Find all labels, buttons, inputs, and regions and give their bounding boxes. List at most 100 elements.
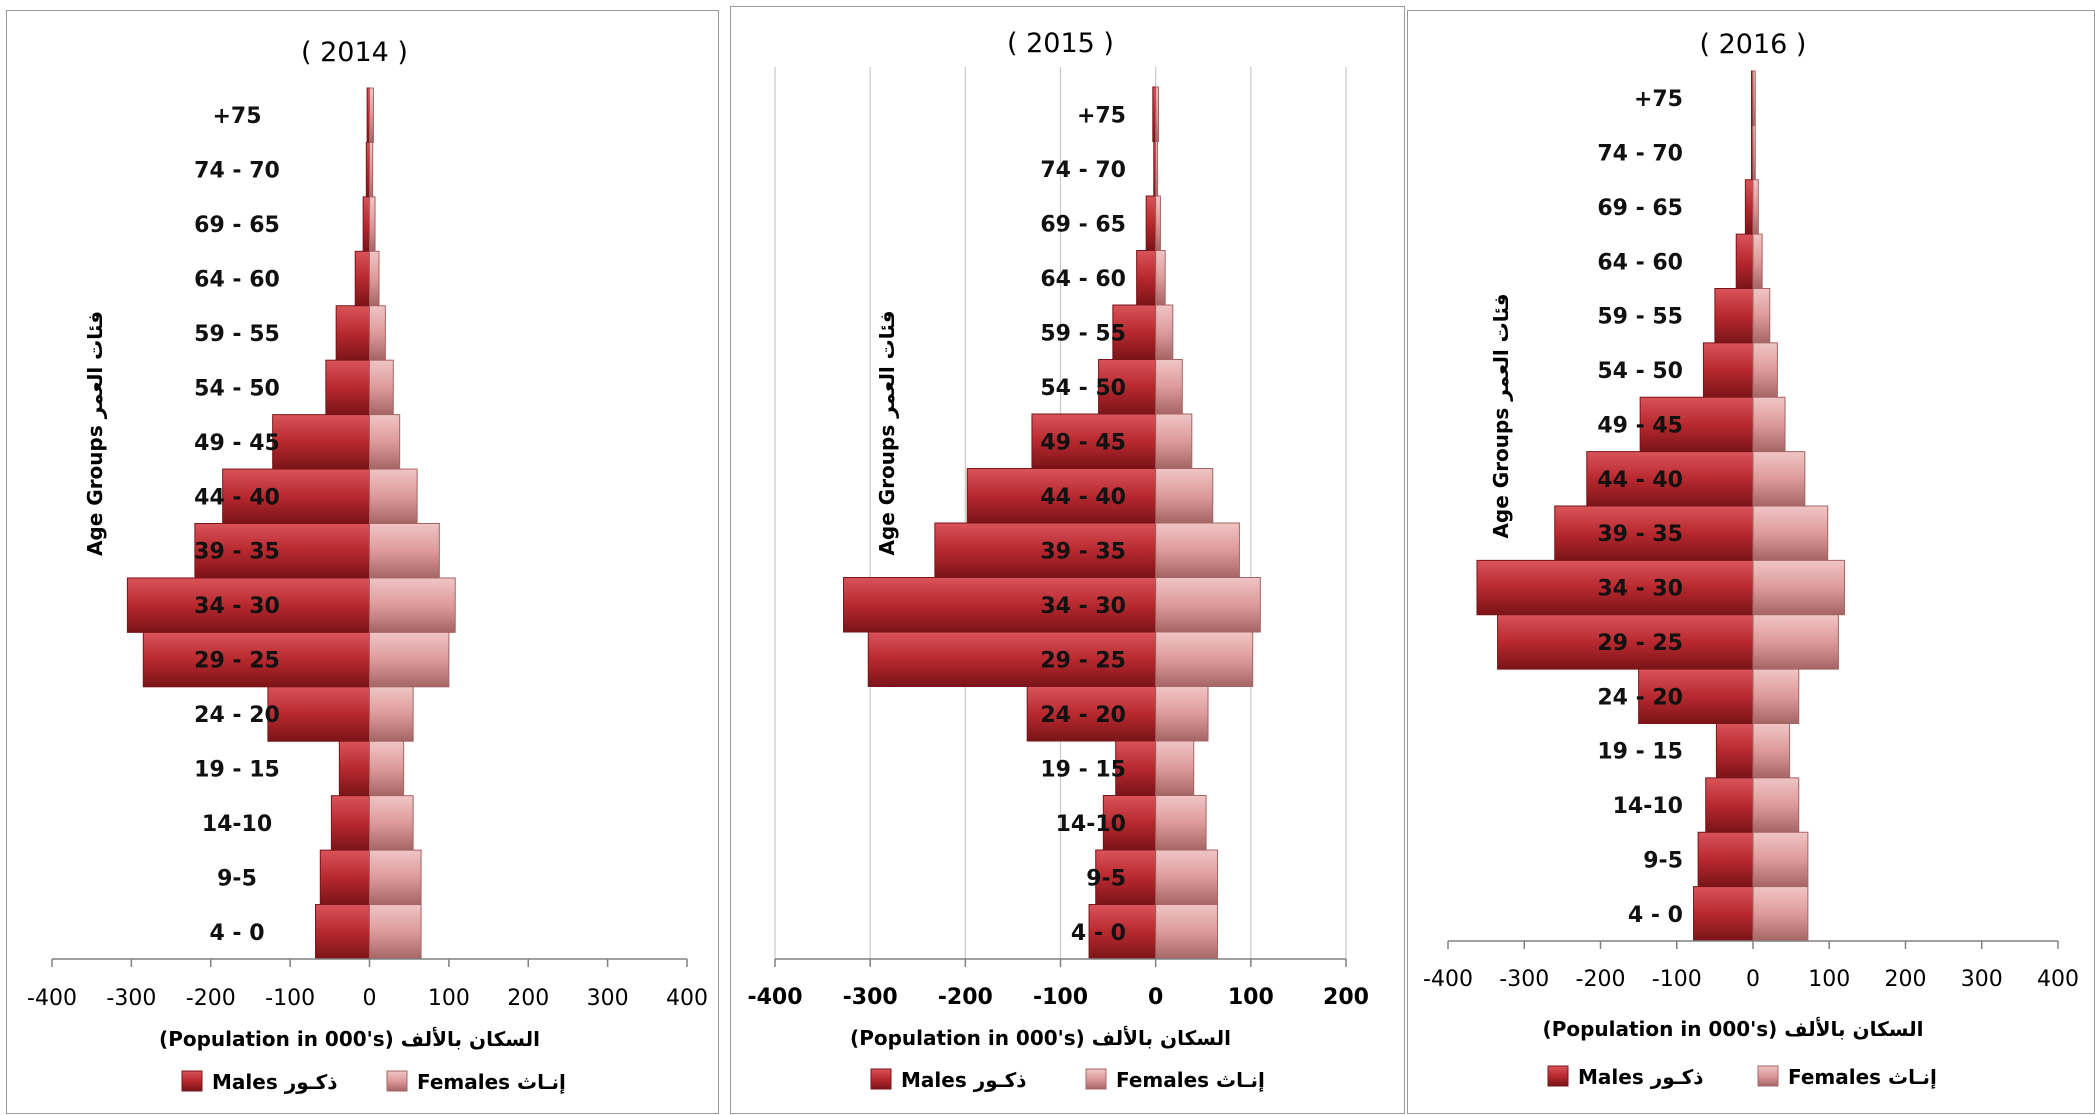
age-group-label: +75 xyxy=(1077,103,1126,128)
legend-male-label: Males ذكـور xyxy=(901,1068,1026,1092)
age-group-label: 29 - 25 xyxy=(194,649,280,674)
legend: Males ذكـور Females إنـاث xyxy=(181,1070,566,1094)
male-bar xyxy=(843,577,1157,633)
male-bar xyxy=(867,631,1157,687)
population-pyramid-2015: ( 2015 ) +75 74 - 70 69 - 65 64 - 60 59 - 55 5… xyxy=(747,28,1369,1092)
male-bar xyxy=(966,468,1157,524)
age-group-label: 29 - 25 xyxy=(1597,631,1683,656)
x-tick-label: 300 xyxy=(587,986,629,1011)
male-bar xyxy=(1697,831,1754,888)
legend-female-swatch xyxy=(1757,1065,1779,1087)
male-bar xyxy=(1476,559,1754,616)
female-bar xyxy=(1752,288,1771,344)
population-pyramid-2014: ( 2014 ) +75 74 - 70 69 - 65 64 - 60 59 - 55 5… xyxy=(27,37,708,1094)
age-group-label: 69 - 65 xyxy=(194,213,280,238)
x-tick-label: -200 xyxy=(186,986,236,1011)
female-bar xyxy=(369,577,456,633)
female-bar xyxy=(1752,614,1839,670)
male-bar xyxy=(1744,179,1754,235)
female-bar xyxy=(1752,559,1845,616)
age-group-label: 29 - 25 xyxy=(1040,648,1126,673)
male-bar xyxy=(1088,904,1157,960)
female-bar xyxy=(369,141,374,198)
x-tick-label: 200 xyxy=(507,986,549,1011)
male-bar xyxy=(934,522,1157,578)
age-group-label: 14-10 xyxy=(1056,812,1126,837)
y-axis-title: Age Groups فئات العمر xyxy=(1489,293,1513,538)
x-tick-label: 100 xyxy=(1808,967,1850,992)
male-bar xyxy=(1098,359,1157,415)
age-group-label: 19 - 15 xyxy=(1597,740,1683,765)
chart-title: ( 2016 ) xyxy=(1700,29,1807,60)
x-axis-title: (Population in 000's) السكان بالألف xyxy=(850,1025,1231,1050)
legend-male-swatch xyxy=(1547,1065,1569,1087)
y-axis-title: Age Groups فئات العمر xyxy=(875,310,899,555)
male-bar xyxy=(1145,195,1157,251)
male-bar xyxy=(325,359,370,416)
x-tick-label: 0 xyxy=(1148,985,1163,1010)
age-group-label: 19 - 15 xyxy=(1040,757,1126,782)
female-bar xyxy=(1155,795,1207,851)
x-tick-label: 400 xyxy=(2037,967,2079,992)
female-bar xyxy=(1155,359,1183,415)
x-tick-label: 100 xyxy=(428,986,470,1011)
age-group-label: 34 - 30 xyxy=(194,594,280,619)
age-group-label: 4 - 0 xyxy=(1628,903,1683,928)
female-bar xyxy=(1155,468,1214,524)
female-bar xyxy=(1155,740,1195,796)
legend: Males ذكـور Females إنـاث xyxy=(870,1068,1265,1092)
age-group-label: 44 - 40 xyxy=(1040,485,1126,510)
male-bar xyxy=(1115,740,1157,796)
male-bar xyxy=(1705,777,1754,833)
x-tick-label: 300 xyxy=(1961,967,2003,992)
legend: Males ذكـور Females إنـاث xyxy=(1547,1065,1937,1089)
x-tick-label: -300 xyxy=(106,986,156,1011)
age-group-label: 54 - 50 xyxy=(1597,359,1683,384)
age-group-label: 24 - 20 xyxy=(1597,685,1683,710)
male-bar xyxy=(1693,886,1754,942)
x-tick-label: 400 xyxy=(666,986,708,1011)
x-axis-title: (Population in 000's) السكان بالألف xyxy=(159,1026,540,1051)
x-tick-label: 0 xyxy=(1746,967,1760,992)
male-bar xyxy=(1639,396,1754,453)
male-bar xyxy=(319,849,371,906)
female-bar xyxy=(1752,70,1756,126)
legend-female-label: Females إنـاث xyxy=(417,1070,566,1094)
x-tick-label: 200 xyxy=(1885,967,1927,992)
age-group-label: 49 - 45 xyxy=(194,431,280,456)
age-group-label: 19 - 15 xyxy=(194,757,280,782)
age-group-label: +75 xyxy=(1634,87,1683,112)
age-group-label: 69 - 65 xyxy=(1040,212,1126,237)
male-bar xyxy=(1136,250,1157,306)
female-bar xyxy=(369,523,440,579)
x-tick-label: 0 xyxy=(363,986,377,1011)
age-group-label: 24 - 20 xyxy=(194,703,280,728)
age-group-label: 44 - 40 xyxy=(194,485,280,510)
female-bar xyxy=(1155,250,1166,306)
age-group-label: +75 xyxy=(212,104,261,129)
male-bar xyxy=(1554,505,1754,561)
female-bar xyxy=(1155,413,1193,469)
female-bar xyxy=(1752,777,1800,833)
male-bar xyxy=(142,631,370,688)
female-bar xyxy=(369,686,414,742)
x-tick-label: -400 xyxy=(747,985,802,1010)
age-group-label: 9-5 xyxy=(1086,866,1126,891)
age-group-label: 74 - 70 xyxy=(1597,142,1683,167)
female-bar xyxy=(1155,195,1161,251)
male-bar xyxy=(338,740,370,797)
legend-male-label: Males ذكـور xyxy=(212,1070,337,1094)
x-tick-label: -200 xyxy=(1576,967,1626,992)
male-bar xyxy=(1715,723,1754,779)
female-bar xyxy=(369,631,450,688)
age-group-label: 34 - 30 xyxy=(1597,577,1683,602)
male-bar xyxy=(1714,288,1754,344)
age-group-label: 9-5 xyxy=(217,866,257,891)
x-tick-label: -100 xyxy=(265,986,315,1011)
male-bar xyxy=(1026,686,1157,742)
female-bar xyxy=(1752,668,1800,724)
x-tick-label: 100 xyxy=(1228,985,1274,1010)
y-axis-title: Age Groups فئات العمر xyxy=(83,311,107,556)
female-bar xyxy=(1155,577,1261,633)
male-bar xyxy=(315,904,370,960)
